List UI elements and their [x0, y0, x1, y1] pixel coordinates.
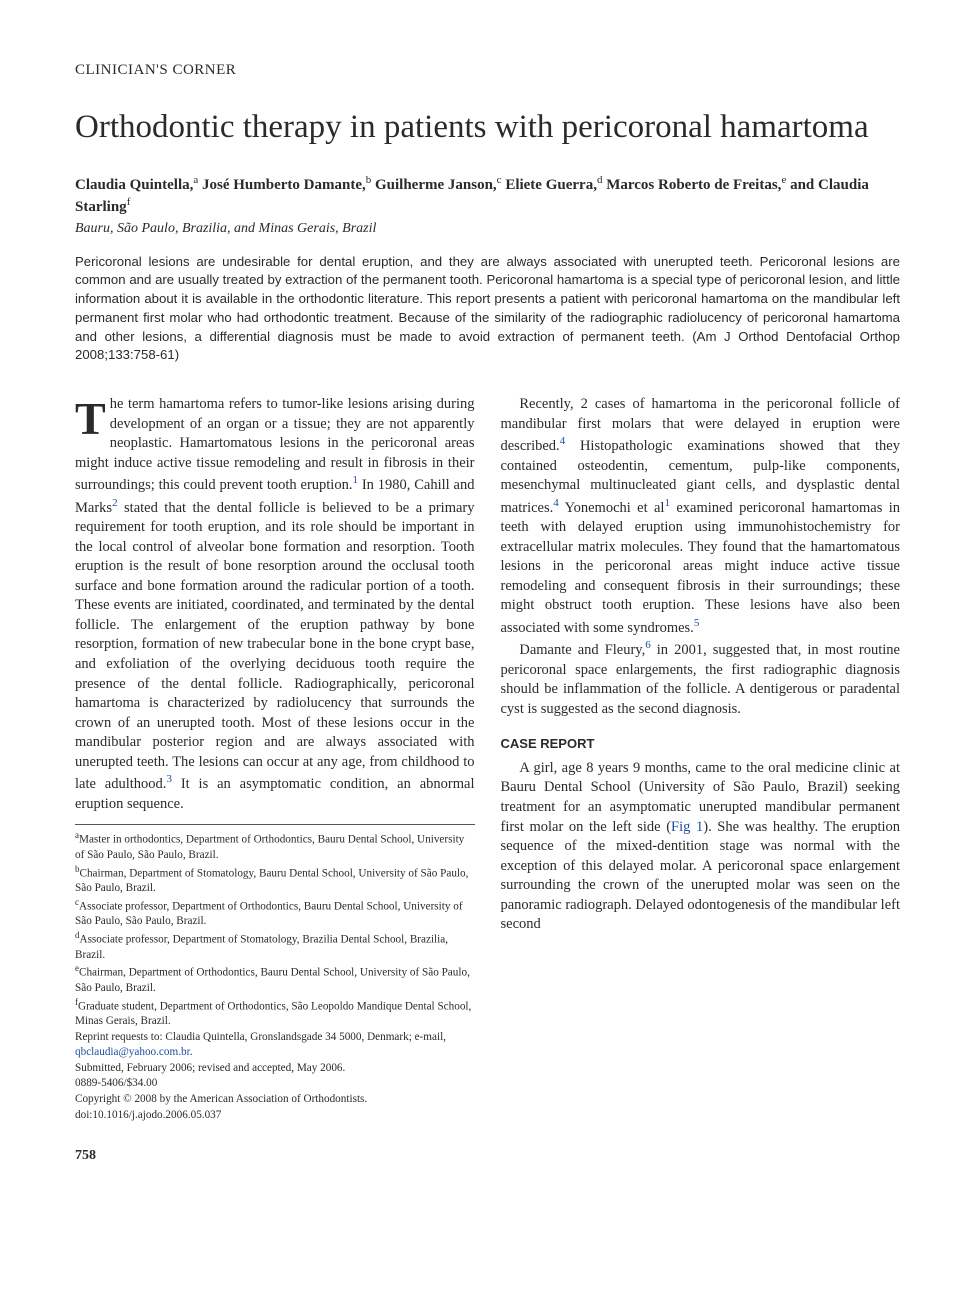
paragraph-4: A girl, age 8 years 9 months, came to th… [501, 759, 901, 935]
footnote-b: bChairman, Department of Stomatology, Ba… [75, 864, 475, 896]
reprint-line: Reprint requests to: Claudia Quintella, … [75, 1030, 475, 1060]
dropcap: T [75, 395, 110, 438]
footnote-d: dAssociate professor, Department of Stom… [75, 930, 475, 962]
p2-text-d: examined pericoronal hamartomas in teeth… [501, 499, 901, 635]
abstract: Pericoronal lesions are undesirable for … [75, 253, 900, 365]
issn-line: 0889-5406/$34.00 [75, 1076, 475, 1091]
fig-1-link[interactable]: Fig 1 [671, 819, 703, 835]
p1-text-c: stated that the dental follicle is belie… [75, 499, 475, 792]
paragraph-3: Damante and Fleury,6 in 2001, suggested … [501, 638, 901, 719]
footnote-c: cAssociate professor, Department of Orth… [75, 897, 475, 929]
p2-text-c: Yonemochi et al [559, 499, 665, 515]
footnote-a: aMaster in orthodontics, Department of O… [75, 830, 475, 862]
submitted-line: Submitted, February 2006; revised and ac… [75, 1061, 475, 1076]
case-report-heading: CASE REPORT [501, 735, 901, 753]
p4-text-b: ). She was healthy. The eruption sequenc… [501, 819, 901, 933]
article-title: Orthodontic therapy in patients with per… [75, 108, 900, 147]
footnote-f: fGraduate student, Department of Orthodo… [75, 997, 475, 1029]
footnotes-block: aMaster in orthodontics, Department of O… [75, 824, 475, 1122]
p3-text-a: Damante and Fleury, [519, 642, 645, 658]
copyright-line: Copyright © 2008 by the American Associa… [75, 1092, 475, 1107]
body-columns: The term hamartoma refers to tumor-like … [75, 395, 900, 1123]
author-locations: Bauru, São Paulo, Brazilia, and Minas Ge… [75, 220, 900, 239]
paragraph-1: The term hamartoma refers to tumor-like … [75, 395, 475, 814]
paragraph-2: Recently, 2 cases of hamartoma in the pe… [501, 395, 901, 638]
page-number: 758 [75, 1147, 900, 1166]
section-label: CLINICIAN'S CORNER [75, 60, 900, 80]
ref-link-5[interactable]: 5 [694, 617, 700, 629]
footnote-e: eChairman, Department of Orthodontics, B… [75, 963, 475, 995]
reprint-email-link[interactable]: qbclaudia@yahoo.com.br [75, 1046, 190, 1058]
doi-line: doi:10.1016/j.ajodo.2006.05.037 [75, 1108, 475, 1123]
authors-line: Claudia Quintella,a José Humberto Damant… [75, 173, 900, 218]
